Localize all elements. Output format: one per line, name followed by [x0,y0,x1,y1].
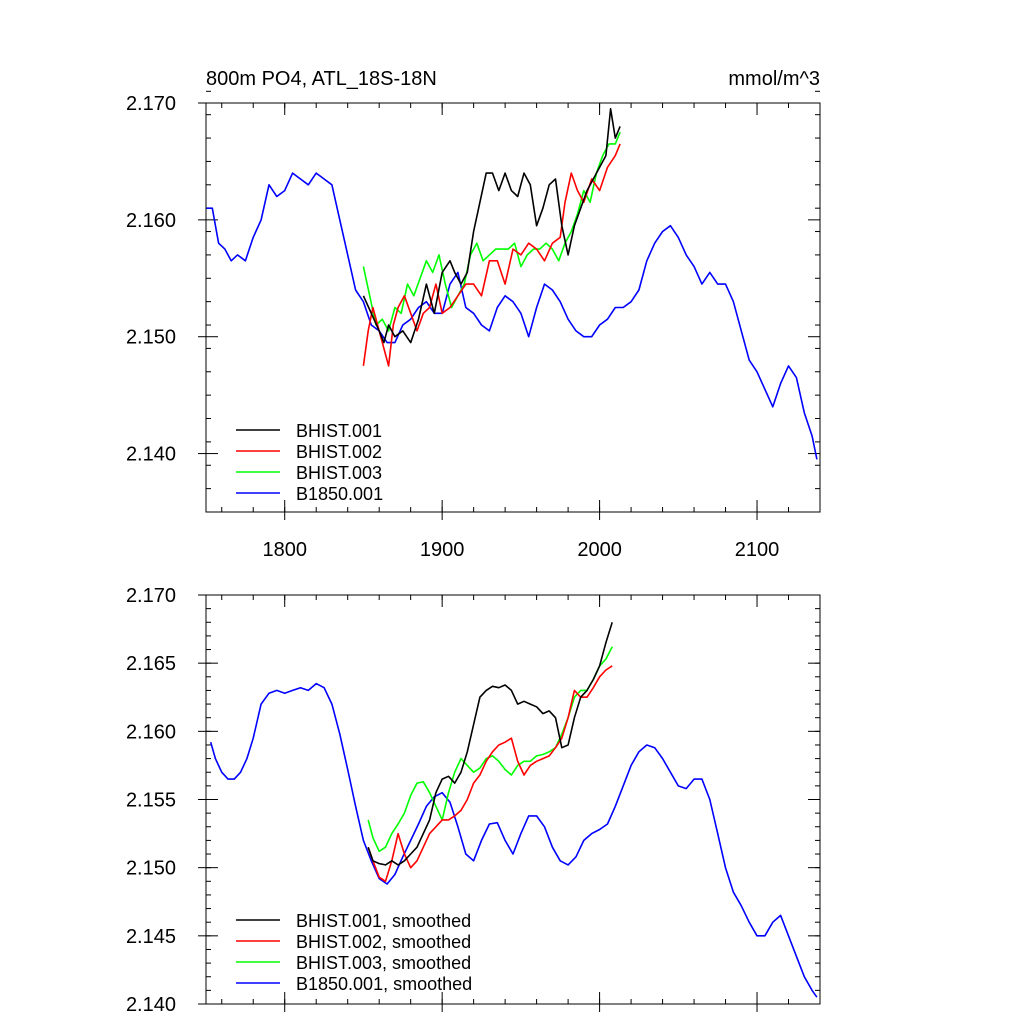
y-tick-label: 2.155 [126,790,176,812]
series-line [367,622,613,866]
series-group [206,108,818,460]
series-line [206,172,818,460]
x-tick-label: 2100 [735,539,780,561]
y-tick-label: 2.150 [126,327,176,349]
legend-label: BHIST.003, smoothed [296,953,471,973]
top-panel: 800m PO4, ATL_18S-18N mmol/m^3 2.140 2.15… [126,68,821,561]
y-tick-label: 2.150 [126,858,176,880]
x-tick-label: 1800 [262,539,307,561]
legend-label: BHIST.001 [296,421,382,441]
y-tick-label: 2.160 [126,210,176,232]
legend-label: BHIST.001, smoothed [296,911,471,931]
series-group [209,622,818,998]
series-line [209,682,818,998]
series-line [362,131,621,332]
legend-label: B1850.001, smoothed [296,974,472,994]
series-line [367,646,613,853]
bottom-panel: 2.140 2.145 2.150 2.155 2.160 2.165 2.170 BHIST… [126,585,821,1016]
x-tick-label: 1900 [420,539,465,561]
y-tick-label: 2.145 [126,926,176,948]
plot-frame [205,102,821,513]
units-label: mmol/m^3 [728,68,820,90]
series-line [362,143,621,367]
legend-label: B1850.001 [296,484,383,504]
y-tick-label: 2.140 [126,444,176,466]
y-tick-label: 2.140 [126,994,176,1016]
y-tick-label: 2.170 [126,585,176,607]
plot-frame [205,594,821,1005]
legend-label: BHIST.002 [296,442,382,462]
series-line [367,665,613,883]
legend-label: BHIST.003 [296,463,382,483]
series-line [362,108,621,344]
y-tick-label: 2.170 [126,93,176,115]
y-tick-label: 2.160 [126,721,176,743]
y-tick-label: 2.165 [126,653,176,675]
chart-title: 800m PO4, ATL_18S-18N [206,68,437,90]
legend-label: BHIST.002, smoothed [296,932,471,952]
x-tick-label: 2000 [577,539,622,561]
